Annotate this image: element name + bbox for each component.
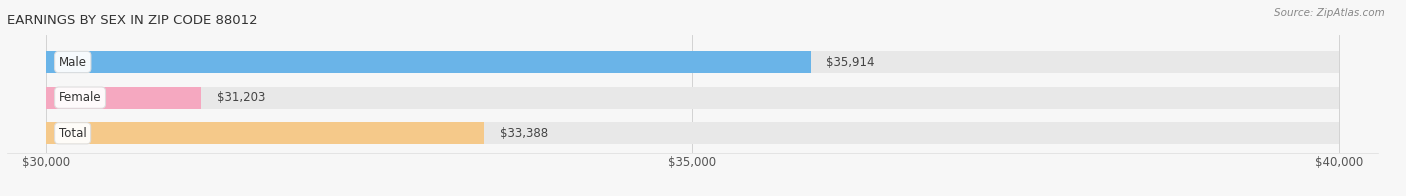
Text: $35,914: $35,914 (827, 55, 875, 69)
Text: EARNINGS BY SEX IN ZIP CODE 88012: EARNINGS BY SEX IN ZIP CODE 88012 (7, 14, 257, 27)
Bar (46, 87, 1339, 109)
Bar (46, 122, 1339, 144)
Text: Total: Total (59, 127, 87, 140)
Bar (46, 122, 484, 144)
Bar (46, 51, 1339, 73)
Text: Female: Female (59, 91, 101, 104)
Text: Male: Male (59, 55, 87, 69)
Text: $31,203: $31,203 (217, 91, 266, 104)
Text: Source: ZipAtlas.com: Source: ZipAtlas.com (1274, 8, 1385, 18)
Bar (46, 51, 811, 73)
Text: $33,388: $33,388 (499, 127, 547, 140)
Bar (46, 87, 201, 109)
